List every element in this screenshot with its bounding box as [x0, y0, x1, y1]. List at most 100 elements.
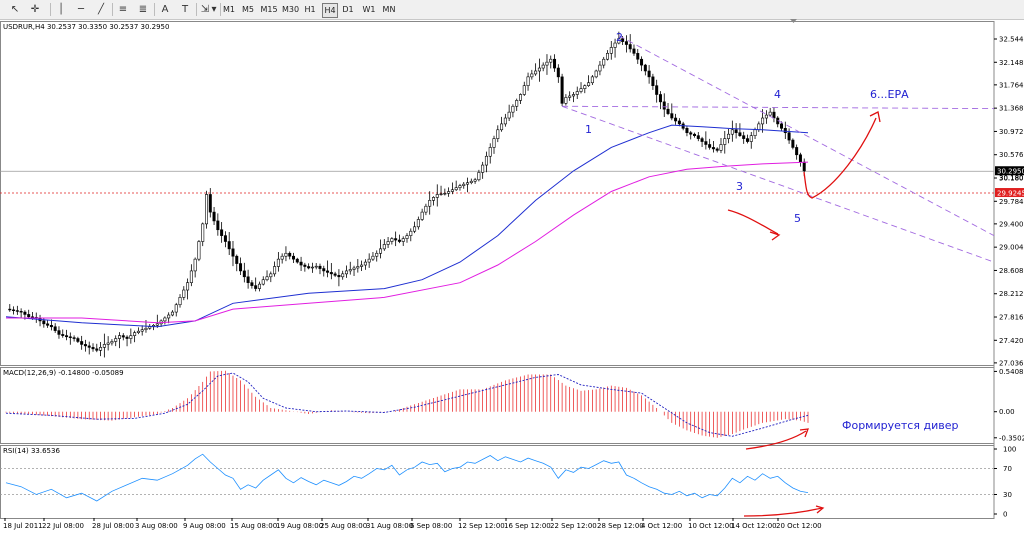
candle-body	[360, 264, 364, 267]
candle-body	[541, 64, 545, 69]
trendline-icon[interactable]: ╱	[97, 4, 105, 15]
x-tick-label: 18 Jul 2011	[3, 522, 43, 530]
x-tick-label: 19 Aug 08:00	[276, 522, 323, 530]
y-tick-label: 28.6080	[999, 267, 1024, 275]
timeframe-h4-button[interactable]: H4	[322, 3, 338, 18]
candle-body	[503, 117, 507, 125]
dropdown-chevron-icon[interactable]: ▾	[211, 4, 217, 15]
candle-body	[163, 317, 167, 322]
equidistant-channel-icon[interactable]: ≡	[118, 4, 128, 15]
cursor-icon[interactable]: ↖	[10, 4, 20, 15]
candle-body	[431, 197, 435, 201]
x-tick-label: 22 Sep 12:00	[550, 522, 597, 530]
x-tick-label: 28 Sep 12:00	[597, 522, 644, 530]
timeframe-m1-button[interactable]: M1	[223, 5, 235, 14]
down-arrowhead	[769, 231, 781, 241]
forecast-arrow	[803, 117, 877, 199]
candle-body	[99, 347, 103, 351]
x-tick-label: 14 Oct 12:00	[731, 522, 777, 530]
candle-body	[170, 311, 174, 316]
text-label-icon[interactable]: T	[181, 4, 189, 15]
horizontal-line-icon[interactable]: ─	[77, 4, 85, 15]
candle-body	[155, 323, 159, 326]
candle-body	[265, 276, 269, 281]
candle-body	[704, 141, 708, 145]
candle-body	[454, 187, 458, 191]
candle-body	[628, 44, 632, 50]
candle-body	[662, 101, 666, 110]
candle-body	[730, 129, 734, 135]
candle-body	[144, 327, 148, 331]
candle-body	[723, 138, 727, 145]
horizontal-resistance-line	[562, 105, 995, 110]
arrow-object-icon[interactable]: ⇲	[200, 4, 210, 15]
candle-body	[102, 344, 106, 348]
candle-body	[280, 255, 284, 260]
candle-body	[443, 192, 447, 195]
y-tick-label: 27.4200	[999, 337, 1024, 345]
candle-body	[250, 282, 254, 286]
candle-body	[674, 117, 678, 122]
crosshair-icon[interactable]: ✛	[30, 4, 40, 15]
candle-body	[670, 113, 674, 119]
candle-body	[167, 314, 171, 319]
candle-body	[515, 100, 519, 107]
macd-signal-line	[5, 372, 809, 437]
rsi-y-label: 0	[1003, 511, 1007, 519]
candle-body	[768, 111, 772, 116]
candle-body	[477, 172, 481, 181]
y-tick-label: 27.0360	[999, 359, 1024, 367]
candle-body	[15, 310, 19, 312]
candle-body	[201, 223, 205, 242]
timeframe-w1-button[interactable]: W1	[362, 5, 376, 14]
macd-histogram	[5, 370, 809, 438]
fibonacci-icon[interactable]: ≣	[138, 4, 148, 15]
timeframe-m30-button[interactable]: M30	[281, 5, 300, 14]
candle-body	[341, 273, 345, 278]
candle-body	[617, 38, 621, 44]
vertical-line-icon[interactable]: │	[57, 4, 65, 15]
candle-body	[23, 311, 27, 315]
y-tick-label: 30.5760	[999, 151, 1024, 159]
candle-body	[636, 53, 640, 60]
candle-body	[518, 94, 522, 101]
candle-body	[693, 133, 697, 136]
timeframe-m5-button[interactable]: M5	[242, 5, 254, 14]
x-tick-label: 12 Sep 12:00	[458, 522, 505, 530]
y-tick-label: 27.8160	[999, 314, 1024, 322]
text-icon[interactable]: A	[161, 4, 169, 15]
candle-body	[205, 194, 209, 225]
candle-body	[568, 95, 572, 98]
candle-body	[416, 219, 420, 228]
x-tick-label: 3 Aug 08:00	[135, 522, 178, 530]
timeframe-d1-button[interactable]: D1	[342, 5, 354, 14]
candle-body	[326, 270, 330, 273]
pane-frame-3	[0, 445, 995, 519]
candle-body	[254, 285, 258, 289]
candle-body	[314, 265, 318, 268]
macd-y-label: -0.35021	[999, 434, 1024, 442]
candle-body	[12, 309, 16, 311]
candle-body	[178, 297, 182, 306]
candle-body	[677, 120, 681, 125]
candle-body	[564, 97, 568, 104]
candle-body	[148, 326, 152, 329]
candle-body	[658, 94, 662, 103]
candle-body	[19, 311, 23, 313]
x-tick-label: 6 Sep 08:00	[410, 522, 452, 530]
candle-body	[685, 128, 689, 134]
candle-body	[795, 147, 799, 156]
candle-body	[511, 105, 515, 113]
candle-body	[655, 85, 659, 95]
timeframe-m15-button[interactable]: M15	[260, 5, 278, 14]
candle-body	[76, 338, 80, 342]
red-level-tag	[995, 188, 1024, 198]
chart-toolbar: ↖ ✛ │ ─ ╱ ≡ ≣ A T ⇲ ▾ M1 M5 M15 M30 H1 H4 D1 W1 MN	[0, 0, 1024, 20]
candle-body	[129, 335, 133, 339]
timeframe-mn-button[interactable]: MN	[382, 5, 396, 14]
timeframe-h1-button[interactable]: H1	[304, 5, 316, 14]
wave-label-5: 5	[794, 212, 801, 225]
candle-body	[526, 76, 530, 86]
candle-body	[605, 53, 609, 60]
